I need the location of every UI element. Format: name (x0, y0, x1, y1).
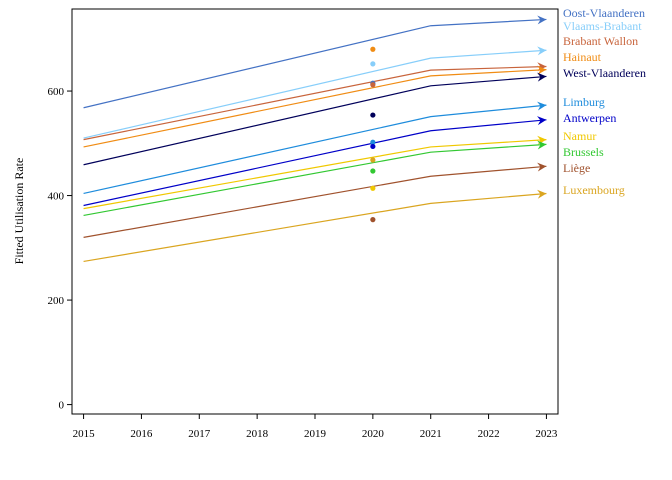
series-point-10 (370, 157, 376, 163)
series-point-4 (370, 112, 376, 118)
x-tick-label: 2023 (535, 428, 558, 440)
series-arrow-3 (537, 65, 547, 75)
series-point-3 (370, 46, 376, 52)
series-lines (83, 15, 547, 262)
series-point-7 (370, 185, 376, 191)
series-point-1 (370, 61, 376, 67)
series-label: Brussels (563, 145, 604, 159)
series-point-5 (370, 139, 376, 145)
y-tick-label: 400 (48, 191, 65, 203)
x-tick-label: 2015 (73, 428, 96, 440)
series-label: West-Vlaanderen (563, 66, 646, 80)
x-axis: 2015 2016 2017 2018 2019 2020 2021 2022 2023 (73, 414, 558, 440)
x-tick-label: 2020 (362, 428, 385, 440)
series-label: Namur (563, 129, 596, 143)
series-arrow-8 (537, 140, 547, 150)
y-tick-label: 600 (48, 86, 65, 98)
series-line-7 (83, 139, 547, 210)
series-line-10 (83, 192, 547, 262)
series-point-6 (370, 143, 376, 150)
series-label: Antwerpen (563, 111, 616, 125)
series-label: Brabant Wallon (563, 34, 638, 48)
series-arrow-4 (537, 72, 547, 82)
series-point-2 (370, 82, 376, 88)
x-tick-label: 2022 (478, 428, 500, 440)
y-tick-label: 0 (59, 400, 65, 412)
series-line-3 (83, 69, 547, 148)
series-arrow-0 (537, 15, 547, 25)
series-line-5 (83, 104, 547, 195)
series-arrow-9 (537, 162, 547, 172)
y-axis-title: Fitted Utilisation Rate (12, 158, 26, 265)
series-line-0 (83, 18, 547, 109)
y-axis: 0 200 400 600 (48, 86, 72, 412)
series-line-8 (83, 143, 547, 217)
x-tick-label: 2017 (188, 428, 211, 440)
series-line-9 (83, 165, 547, 238)
series-line-4 (83, 75, 547, 166)
series-line-2 (83, 65, 547, 141)
y-tick-label: 200 (48, 295, 65, 307)
series-point-9 (370, 217, 376, 223)
series-arrow-2 (537, 62, 547, 72)
x-tick-label: 2021 (420, 428, 442, 440)
series-arrow-10 (537, 189, 547, 199)
series-label: Limburg (563, 95, 605, 109)
series-line-1 (83, 49, 547, 139)
series-point-8 (370, 168, 376, 174)
x-tick-label: 2018 (246, 428, 269, 440)
series-label: Hainaut (563, 50, 602, 64)
series-label: Vlaams-Brabant (563, 19, 642, 33)
series-arrow-5 (537, 101, 547, 111)
series-arrow-6 (537, 116, 547, 126)
series-label: Liège (563, 161, 590, 175)
series-line-6 (83, 119, 547, 207)
series-arrow-1 (537, 46, 547, 56)
series-points (370, 46, 376, 223)
x-tick-label: 2019 (304, 428, 327, 440)
plot-frame (71, 8, 559, 415)
series-label: Luxembourg (563, 183, 625, 197)
x-tick-label: 2016 (130, 428, 153, 440)
series-label: Oost-Vlaanderen (563, 6, 645, 20)
